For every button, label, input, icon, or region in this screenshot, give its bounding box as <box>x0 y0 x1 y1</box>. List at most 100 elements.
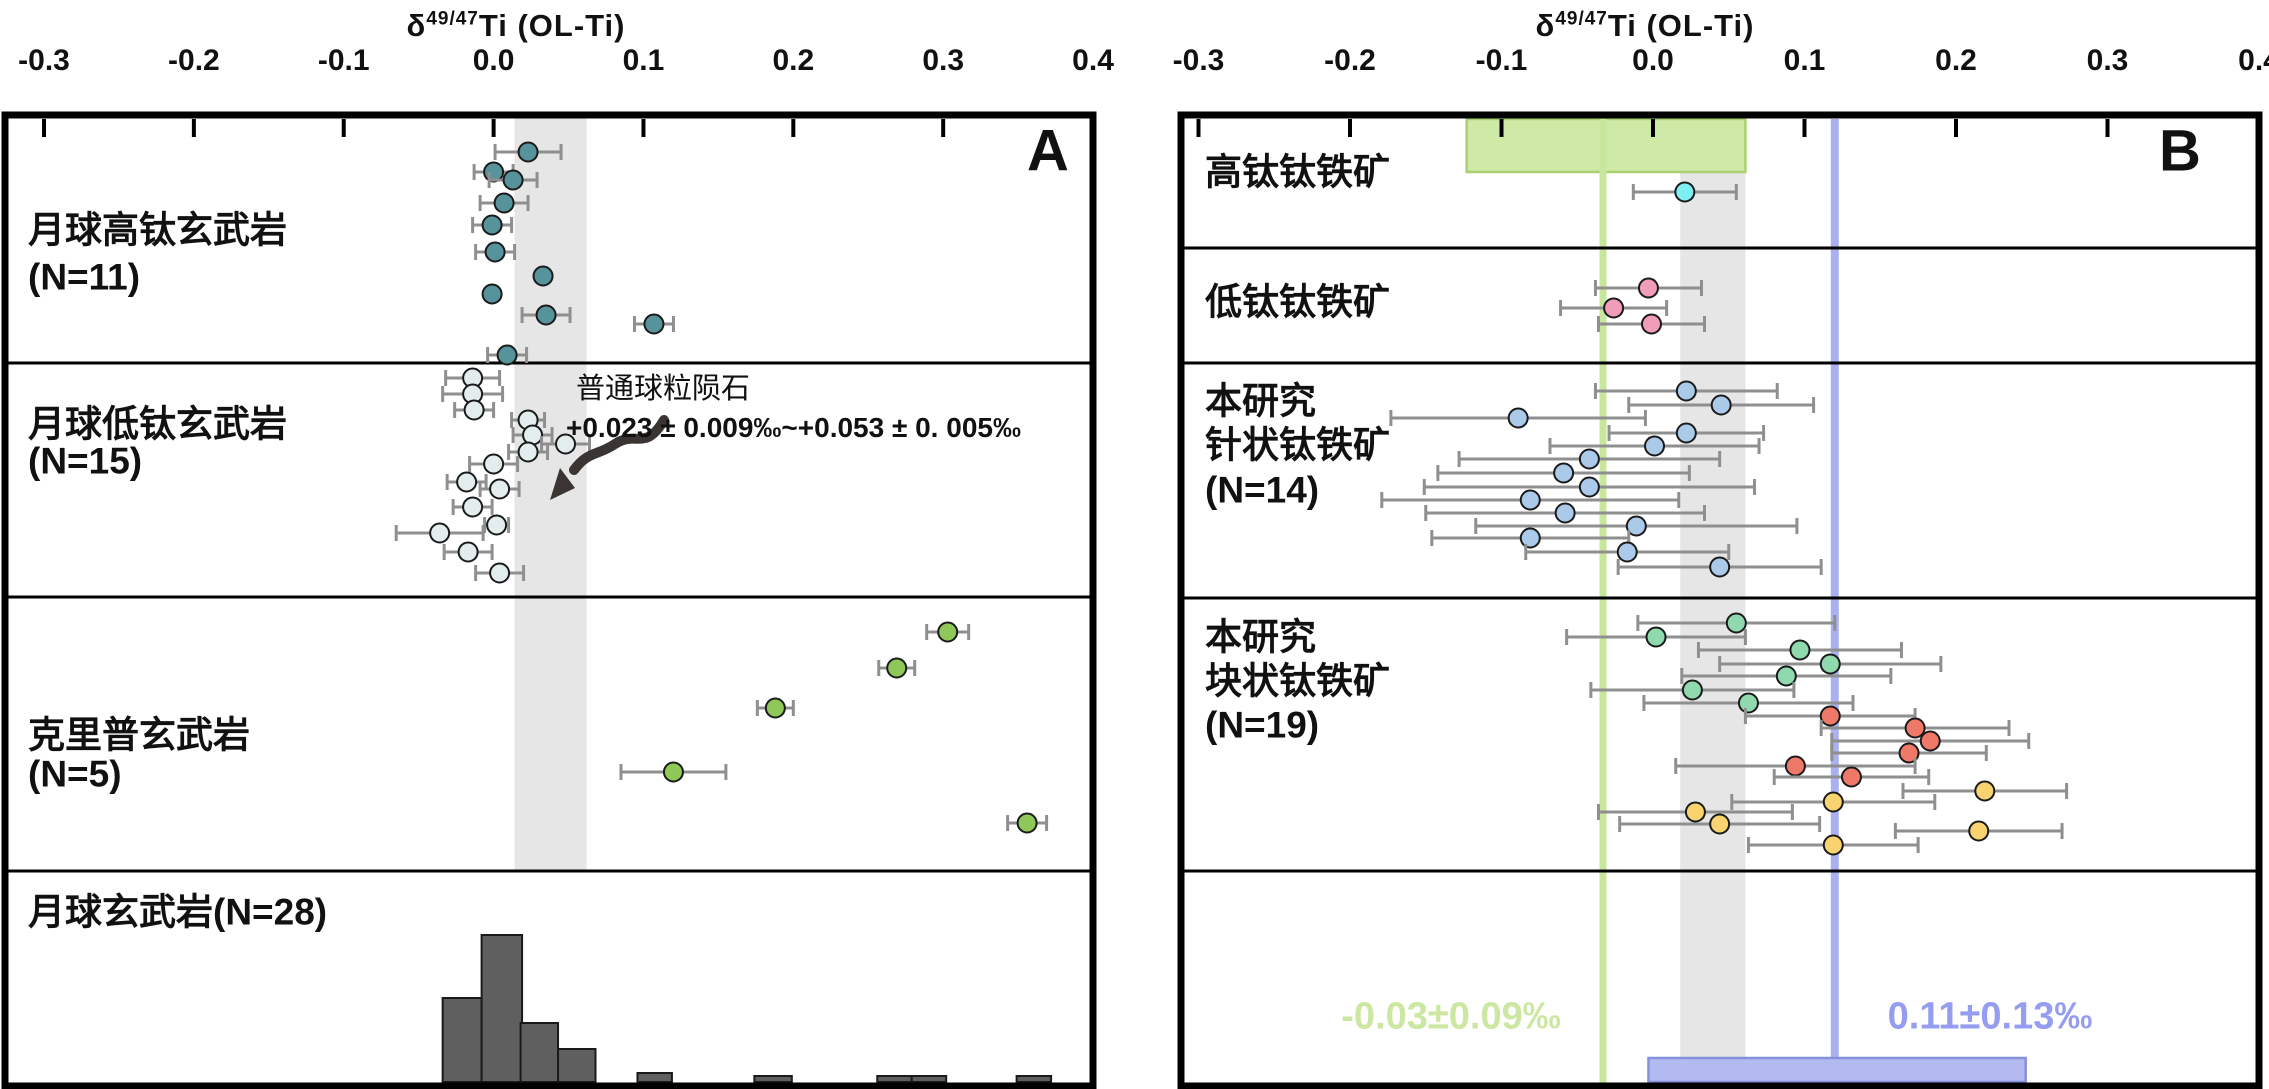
data-point <box>1968 820 1990 842</box>
data-point <box>1819 705 1841 727</box>
data-point <box>1709 813 1731 835</box>
data-point <box>496 344 518 366</box>
blue-mean-range-bar <box>1647 1056 2027 1084</box>
data-point <box>1822 834 1844 856</box>
annotation-arrow <box>569 415 669 475</box>
histogram-bar <box>480 934 524 1083</box>
data-point <box>1775 665 1797 687</box>
panel-border <box>1177 111 2263 1089</box>
panel-a-letter: A <box>1027 118 1069 184</box>
data-point <box>1822 791 1844 813</box>
histogram-bar <box>441 997 483 1083</box>
data-point <box>1578 448 1600 470</box>
data-point <box>1684 801 1706 823</box>
group-label: 本研究 <box>1205 616 1316 658</box>
data-point <box>1789 639 1811 661</box>
group-label: (N=14) <box>1205 469 1320 511</box>
data-point <box>1578 476 1600 498</box>
data-point <box>1737 692 1759 714</box>
axis-tick-label: 0.0 <box>472 44 515 77</box>
annotation-arrowhead <box>550 468 575 500</box>
data-point <box>662 761 684 783</box>
axis-tick-label: 0.3 <box>922 44 965 77</box>
data-point <box>486 514 508 536</box>
data-point <box>555 433 577 455</box>
data-point <box>457 541 479 563</box>
data-point <box>1784 755 1806 777</box>
data-point <box>1519 527 1541 549</box>
histogram-bar <box>519 1022 560 1083</box>
data-point <box>1709 556 1731 578</box>
histogram-bar <box>876 1075 913 1083</box>
data-point <box>456 471 478 493</box>
data-point <box>1840 766 1862 788</box>
panel-b-chondrite-band <box>1680 115 1746 1086</box>
histogram-bar <box>1015 1075 1053 1083</box>
data-point <box>1974 780 1996 802</box>
data-point <box>1519 489 1541 511</box>
data-point <box>463 399 485 421</box>
blue-mean-label: 0.11±0.13‰ <box>1887 995 2093 1038</box>
data-point <box>1675 422 1697 444</box>
data-point <box>1674 181 1696 203</box>
data-point <box>489 562 511 584</box>
data-point <box>532 265 554 287</box>
section-label: 月球玄武岩(N=28) <box>28 891 328 933</box>
data-point <box>1904 717 1926 739</box>
data-point <box>1645 626 1667 648</box>
axis-tick-label: 0.3 <box>2086 44 2129 77</box>
data-point <box>1681 679 1703 701</box>
section-label: (N=11) <box>28 256 141 298</box>
axis-tick-label: -0.1 <box>317 44 370 77</box>
axis-tick-label: -0.2 <box>1324 44 1376 77</box>
data-point <box>1710 394 1732 416</box>
histogram-bar <box>753 1075 793 1083</box>
axis-tick-label: 0.1 <box>1783 44 1826 77</box>
data-point <box>493 192 515 214</box>
axis-tick-label: 0.2 <box>1935 44 1977 77</box>
section-label: 月球低钛玄武岩 <box>28 403 287 445</box>
section-label: 月球高钛玄武岩 <box>28 209 287 251</box>
data-point <box>522 424 544 446</box>
panel-a-chondrite-band <box>514 115 587 871</box>
axis-tick-label: 0.1 <box>622 44 665 77</box>
histogram-bar <box>636 1072 673 1083</box>
axis-tick-label: -0.3 <box>1172 44 1225 77</box>
data-point <box>481 214 503 236</box>
group-label: 块状钛铁矿 <box>1205 660 1390 702</box>
data-point <box>462 496 484 518</box>
data-point <box>886 657 908 679</box>
data-point <box>1616 541 1638 563</box>
chondrite-annotation-title: 普通球粒陨石 <box>576 373 751 405</box>
axis-tick-label: -0.1 <box>1475 44 1528 77</box>
histogram-bar <box>557 1048 597 1083</box>
axis-tick-label: 0.0 <box>1632 44 1674 77</box>
data-point <box>483 453 505 475</box>
group-label: 本研究 <box>1205 380 1316 422</box>
data-point <box>484 241 506 263</box>
data-point <box>1507 407 1529 429</box>
chondrite-annotation-range: +0.023 ± 0.009‰~+0.053 ± 0. 005‰ <box>566 412 1021 443</box>
section-label: (N=5) <box>28 753 122 795</box>
section-label: (N=15) <box>28 440 143 482</box>
data-point <box>1553 462 1575 484</box>
data-point <box>1725 612 1747 634</box>
data-point <box>535 304 557 326</box>
axis-tick-label: -0.2 <box>168 44 220 77</box>
data-point <box>429 522 451 544</box>
data-point <box>517 141 539 163</box>
data-point <box>1625 515 1647 537</box>
axis-tick-label: -0.3 <box>18 44 70 77</box>
histogram-bar <box>910 1075 948 1083</box>
panel-b-letter: B <box>2159 118 2201 184</box>
data-point <box>1675 380 1697 402</box>
data-point <box>517 441 539 463</box>
data-point <box>643 313 665 335</box>
green-mean-label: -0.03±0.09‰ <box>1341 995 1561 1038</box>
data-point <box>1898 742 1920 764</box>
axis-tick-label: 0.2 <box>772 44 815 77</box>
data-point <box>1637 277 1659 299</box>
data-point <box>1016 812 1038 834</box>
group-label: 高钛钛铁矿 <box>1205 151 1390 193</box>
data-point <box>1603 297 1625 319</box>
